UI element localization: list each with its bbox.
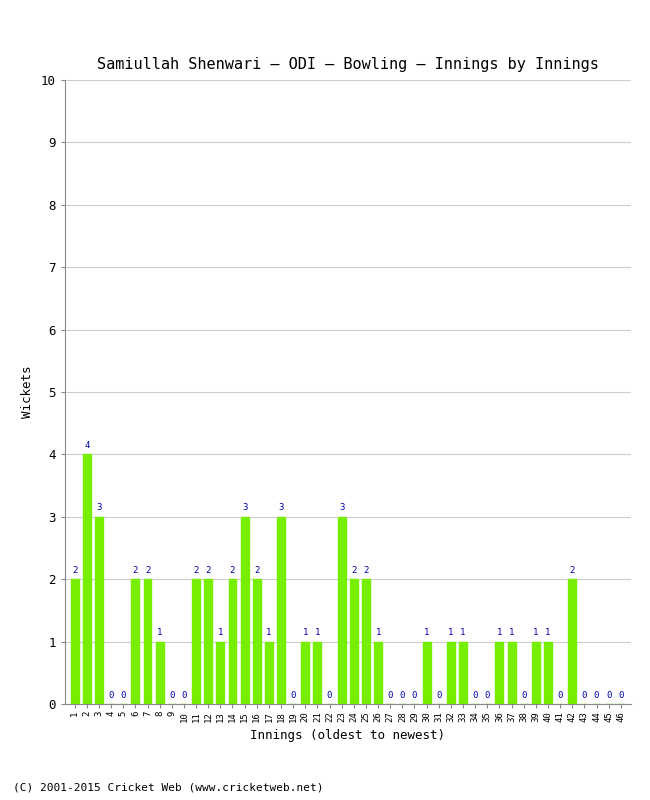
Bar xyxy=(459,642,467,704)
Text: 0: 0 xyxy=(606,690,612,700)
Text: 0: 0 xyxy=(558,690,563,700)
Text: 3: 3 xyxy=(242,503,247,513)
Bar xyxy=(422,642,430,704)
Text: 2: 2 xyxy=(145,566,150,575)
Bar xyxy=(313,642,321,704)
Text: 0: 0 xyxy=(582,690,587,700)
Text: 1: 1 xyxy=(509,628,514,638)
Title: Samiullah Shenwari – ODI – Bowling – Innings by Innings: Samiullah Shenwari – ODI – Bowling – Inn… xyxy=(97,57,599,72)
Bar xyxy=(192,579,200,704)
Text: 0: 0 xyxy=(120,690,126,700)
Bar xyxy=(568,579,576,704)
Text: 0: 0 xyxy=(109,690,114,700)
Bar xyxy=(338,517,346,704)
Text: 0: 0 xyxy=(521,690,527,700)
Text: 3: 3 xyxy=(339,503,344,513)
Text: 0: 0 xyxy=(327,690,332,700)
Bar xyxy=(495,642,503,704)
Text: 0: 0 xyxy=(400,690,405,700)
Text: 0: 0 xyxy=(473,690,478,700)
Bar xyxy=(277,517,285,704)
Text: 2: 2 xyxy=(254,566,259,575)
Text: 2: 2 xyxy=(72,566,77,575)
Text: 3: 3 xyxy=(278,503,283,513)
X-axis label: Innings (oldest to newest): Innings (oldest to newest) xyxy=(250,729,445,742)
Bar xyxy=(447,642,455,704)
Text: 0: 0 xyxy=(485,690,490,700)
Text: 4: 4 xyxy=(84,441,90,450)
Text: 1: 1 xyxy=(218,628,223,638)
Text: 1: 1 xyxy=(315,628,320,638)
Text: 0: 0 xyxy=(594,690,599,700)
Text: 2: 2 xyxy=(133,566,138,575)
Text: 1: 1 xyxy=(448,628,454,638)
Bar xyxy=(229,579,237,704)
Text: 1: 1 xyxy=(460,628,465,638)
Bar xyxy=(508,642,515,704)
Y-axis label: Wickets: Wickets xyxy=(21,366,34,418)
Text: 1: 1 xyxy=(533,628,539,638)
Text: 2: 2 xyxy=(205,566,211,575)
Text: 0: 0 xyxy=(169,690,174,700)
Bar xyxy=(374,642,382,704)
Text: 2: 2 xyxy=(193,566,199,575)
Text: 2: 2 xyxy=(569,566,575,575)
Bar xyxy=(253,579,261,704)
Text: 2: 2 xyxy=(351,566,356,575)
Text: 1: 1 xyxy=(424,628,429,638)
Bar xyxy=(216,642,224,704)
Text: 0: 0 xyxy=(436,690,441,700)
Text: 1: 1 xyxy=(266,628,272,638)
Bar xyxy=(265,642,273,704)
Text: 1: 1 xyxy=(497,628,502,638)
Text: 1: 1 xyxy=(303,628,308,638)
Text: 0: 0 xyxy=(618,690,623,700)
Text: 0: 0 xyxy=(387,690,393,700)
Text: 0: 0 xyxy=(412,690,417,700)
Bar xyxy=(350,579,358,704)
Bar xyxy=(144,579,151,704)
Bar xyxy=(83,454,91,704)
Text: 3: 3 xyxy=(96,503,101,513)
Bar xyxy=(204,579,212,704)
Text: 2: 2 xyxy=(230,566,235,575)
Text: 1: 1 xyxy=(545,628,551,638)
Text: 2: 2 xyxy=(363,566,369,575)
Text: 0: 0 xyxy=(291,690,296,700)
Text: 1: 1 xyxy=(376,628,381,638)
Bar xyxy=(71,579,79,704)
Text: 1: 1 xyxy=(157,628,162,638)
Text: 0: 0 xyxy=(181,690,187,700)
Bar xyxy=(532,642,539,704)
Bar xyxy=(156,642,164,704)
Bar xyxy=(302,642,309,704)
Bar xyxy=(95,517,103,704)
Bar xyxy=(131,579,139,704)
Bar xyxy=(544,642,552,704)
Text: (C) 2001-2015 Cricket Web (www.cricketweb.net): (C) 2001-2015 Cricket Web (www.cricketwe… xyxy=(13,782,324,792)
Bar xyxy=(362,579,370,704)
Bar xyxy=(240,517,248,704)
